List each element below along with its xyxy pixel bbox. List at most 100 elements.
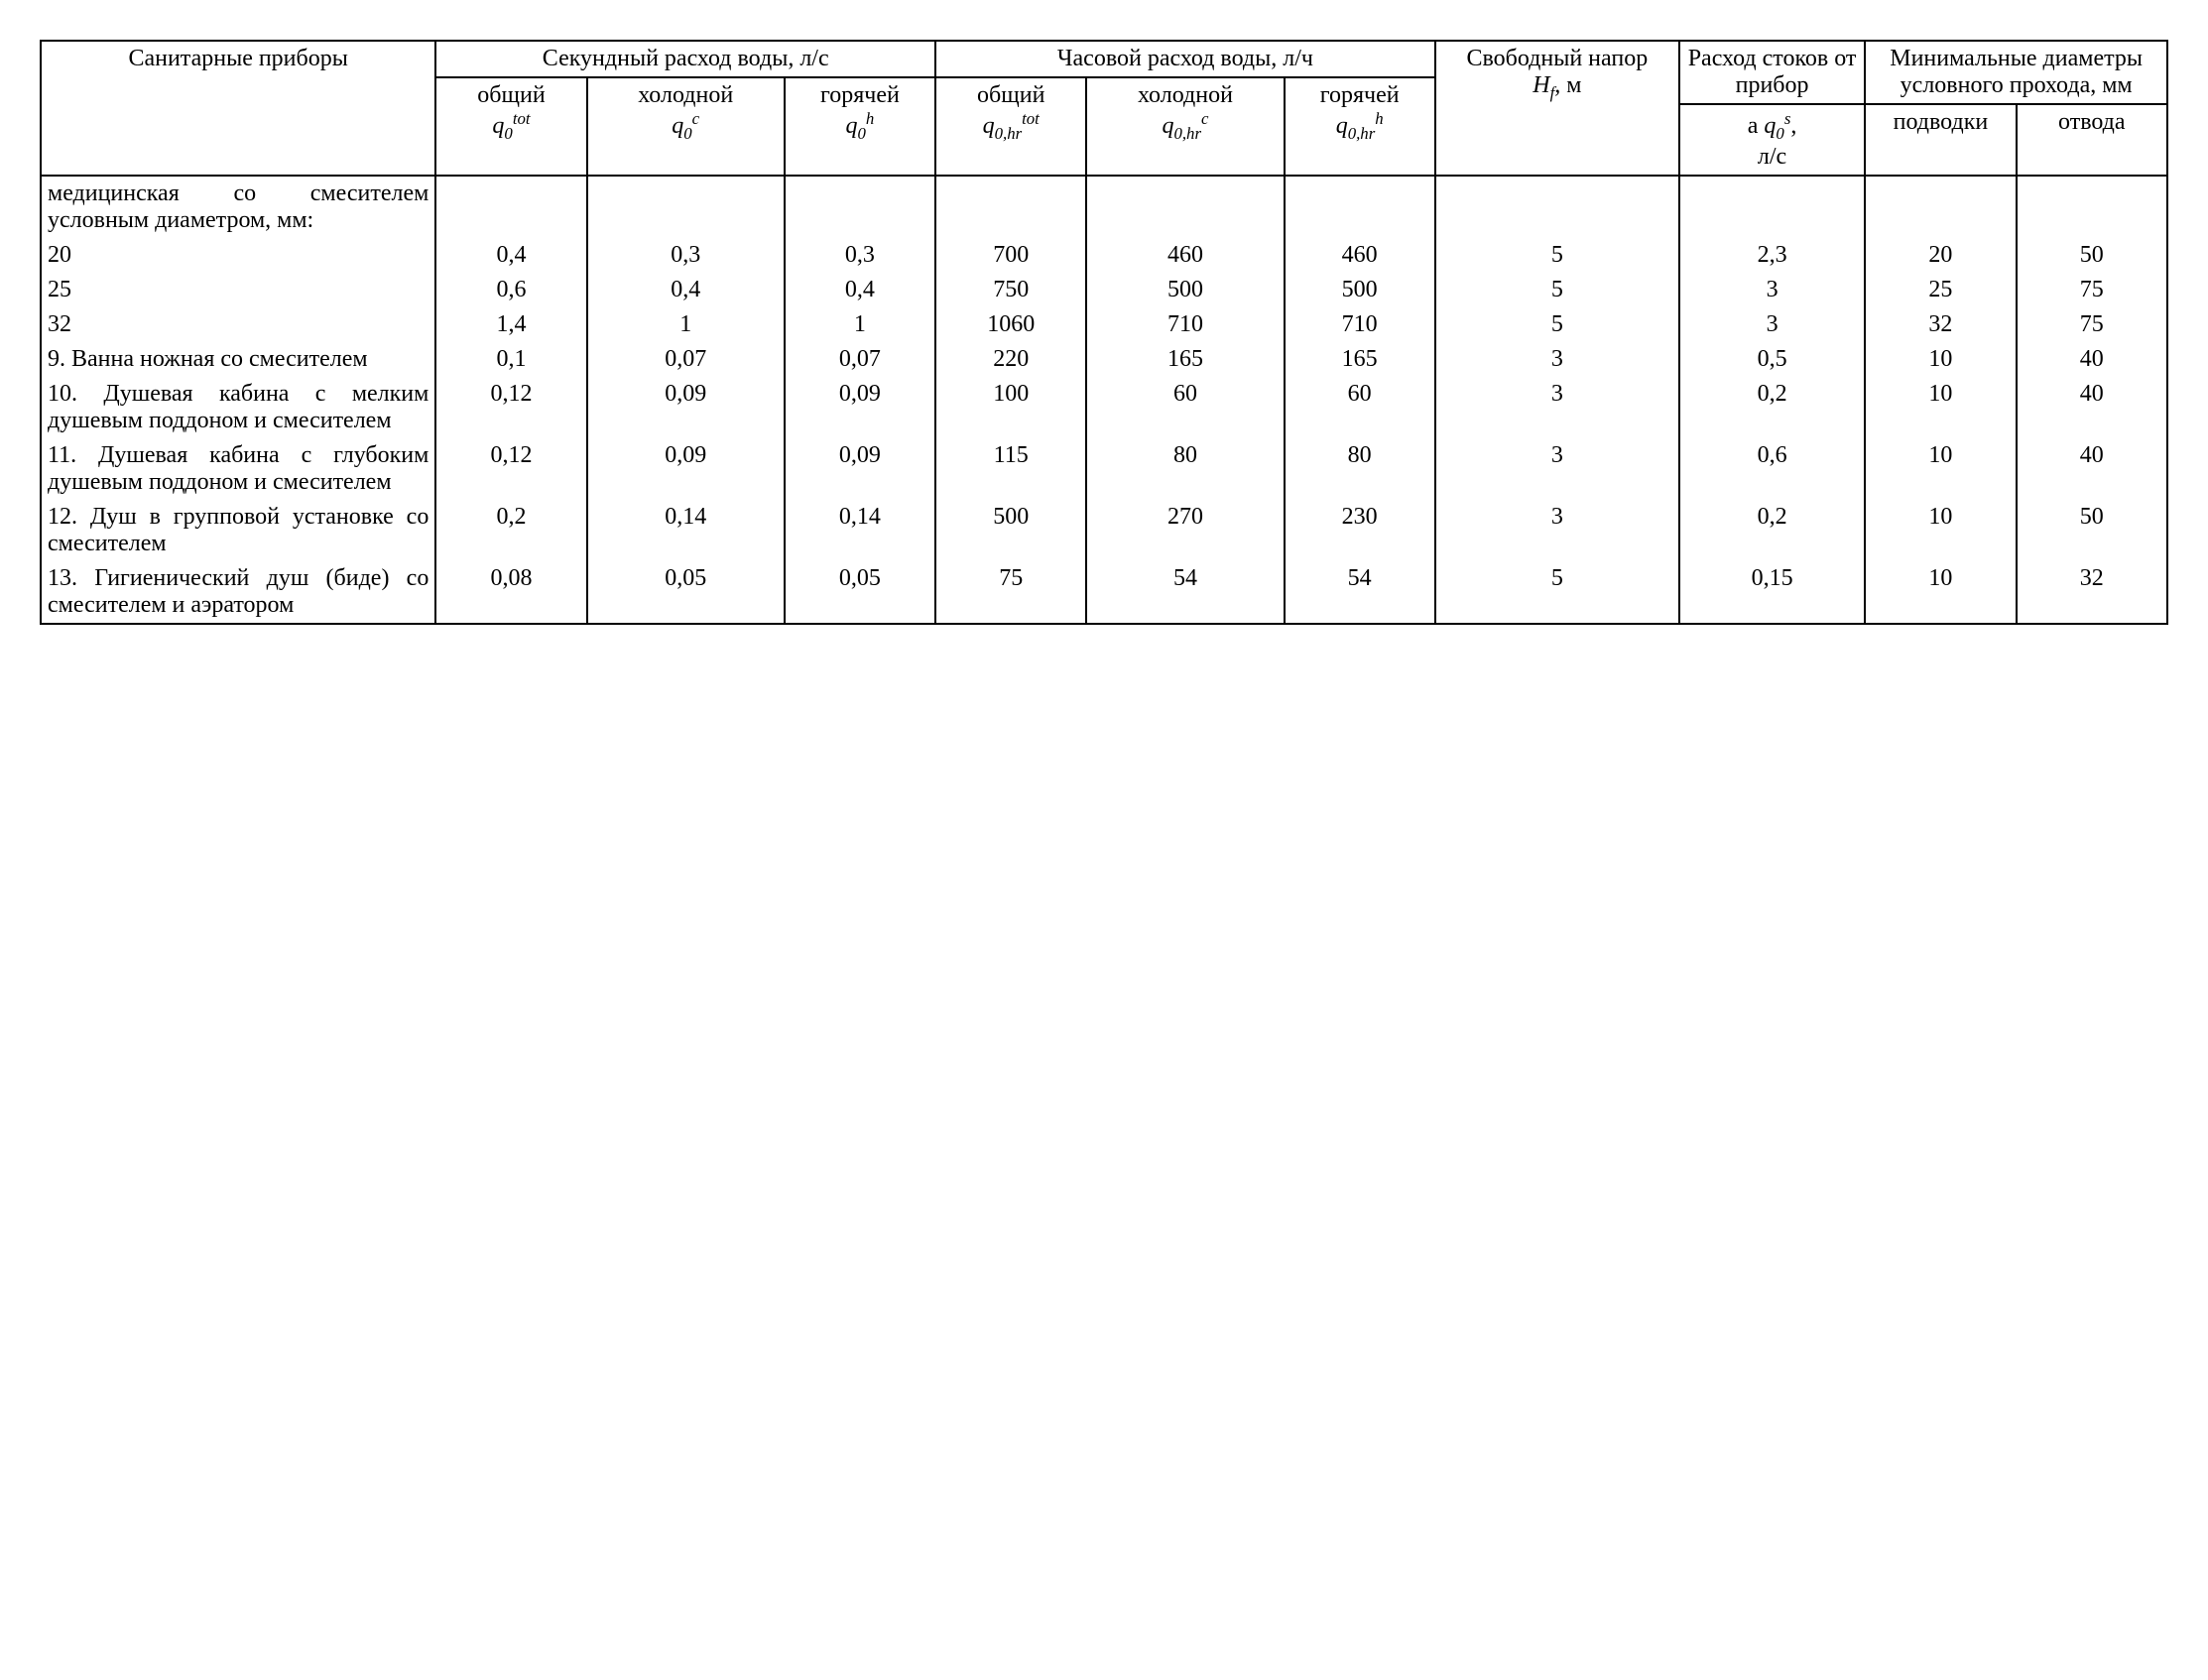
value-cell: 1060 <box>935 307 1086 342</box>
value-cell: 50 <box>2017 500 2167 561</box>
value-cell: 40 <box>2017 342 2167 377</box>
appliance-label: медицинская со смесителем условным диаме… <box>41 176 435 238</box>
hr-common-label: общий <box>977 82 1044 108</box>
value-cell: 0,15 <box>1679 561 1865 624</box>
value-cell: 115 <box>935 438 1086 500</box>
value-cell: 165 <box>1285 342 1435 377</box>
header-sec-flow: Секундный расход воды, л/с <box>435 41 935 77</box>
sec-common-label: общий <box>477 82 545 108</box>
value-cell: 0,07 <box>587 342 785 377</box>
value-cell: 0,6 <box>1679 438 1865 500</box>
value-cell: 0,6 <box>435 273 586 307</box>
value-cell: 5 <box>1435 273 1679 307</box>
value-cell: 270 <box>1086 500 1284 561</box>
value-cell <box>1865 176 2016 238</box>
value-cell: 0,4 <box>587 273 785 307</box>
header-waste-flow-upper: Расход стоков от прибор <box>1679 41 1865 104</box>
value-cell: 10 <box>1865 561 2016 624</box>
value-cell: 20 <box>1865 238 2016 273</box>
q0hr-h-symbol: q0,hrh <box>1336 113 1384 139</box>
value-cell: 40 <box>2017 438 2167 500</box>
header-supply: подводки <box>1865 104 2016 176</box>
value-cell: 710 <box>1285 307 1435 342</box>
value-cell: 0,08 <box>435 561 586 624</box>
value-cell: 5 <box>1435 561 1679 624</box>
free-head-symbol: Hf, <box>1533 72 1560 98</box>
q0-tot-symbol: q0tot <box>492 113 530 139</box>
appliance-label: 12. Душ в групповой установке со смесите… <box>41 500 435 561</box>
q0-h-symbol: q0h <box>846 113 875 139</box>
value-cell: 40 <box>2017 377 2167 438</box>
value-cell: 165 <box>1086 342 1284 377</box>
value-cell <box>785 176 935 238</box>
flow-rates-table: Санитарные приборы Секундный расход воды… <box>40 40 2168 625</box>
value-cell: 60 <box>1086 377 1284 438</box>
table-row: 13. Гигиенический душ (биде) со смесител… <box>41 561 2167 624</box>
appliance-label: 11. Душевая кабина с глубоким душевым по… <box>41 438 435 500</box>
value-cell: 3 <box>1435 438 1679 500</box>
appliance-label: 10. Душевая кабина с мелким душевым подд… <box>41 377 435 438</box>
appliance-label: 32 <box>41 307 435 342</box>
value-cell: 500 <box>935 500 1086 561</box>
value-cell: 0,2 <box>1679 500 1865 561</box>
value-cell: 32 <box>2017 561 2167 624</box>
value-cell: 2,3 <box>1679 238 1865 273</box>
q0-c-symbol: q0c <box>672 113 699 139</box>
value-cell: 500 <box>1086 273 1284 307</box>
value-cell: 0,4 <box>785 273 935 307</box>
table-row: 12. Душ в групповой установке со смесите… <box>41 500 2167 561</box>
waste-prefix: а <box>1748 113 1765 139</box>
value-cell: 75 <box>935 561 1086 624</box>
value-cell: 5 <box>1435 307 1679 342</box>
q0hr-tot-symbol: q0,hrtot <box>983 113 1040 139</box>
sec-hot-label: горячей <box>820 82 900 108</box>
waste-unit: л/с <box>1758 144 1786 170</box>
table-row: 250,60,40,4750500500532575 <box>41 273 2167 307</box>
header-waste-flow-lower: а q0s, л/с <box>1679 104 1865 176</box>
value-cell: 0,1 <box>435 342 586 377</box>
header-hr-cold: холодной q0,hrc <box>1086 77 1284 176</box>
value-cell: 0,09 <box>785 438 935 500</box>
header-hr-common: общий q0,hrtot <box>935 77 1086 176</box>
value-cell: 60 <box>1285 377 1435 438</box>
value-cell <box>2017 176 2167 238</box>
value-cell: 10 <box>1865 438 2016 500</box>
table-row: 10. Душевая кабина с мелким душевым подд… <box>41 377 2167 438</box>
header-sec-cold: холодной q0c <box>587 77 785 176</box>
sec-cold-label: холодной <box>638 82 733 108</box>
value-cell: 0,14 <box>587 500 785 561</box>
value-cell: 0,12 <box>435 438 586 500</box>
table-header: Санитарные приборы Секундный расход воды… <box>41 41 2167 176</box>
value-cell: 3 <box>1435 500 1679 561</box>
header-sec-common: общий q0tot <box>435 77 586 176</box>
value-cell: 0,09 <box>587 438 785 500</box>
table-row: 200,40,30,370046046052,32050 <box>41 238 2167 273</box>
value-cell: 0,2 <box>1679 377 1865 438</box>
appliance-label: 25 <box>41 273 435 307</box>
value-cell: 5 <box>1435 238 1679 273</box>
value-cell: 3 <box>1679 273 1865 307</box>
header-min-dia: Минимальные диаметры условного прохода, … <box>1865 41 2167 104</box>
value-cell: 50 <box>2017 238 2167 273</box>
value-cell: 3 <box>1435 377 1679 438</box>
value-cell <box>1086 176 1284 238</box>
value-cell: 0,4 <box>435 238 586 273</box>
value-cell: 700 <box>935 238 1086 273</box>
hr-hot-label: горячей <box>1320 82 1400 108</box>
header-hour-flow: Часовой расход воды, л/ч <box>935 41 1435 77</box>
hr-cold-label: холодной <box>1138 82 1233 108</box>
table-row: 321,4111060710710533275 <box>41 307 2167 342</box>
value-cell: 10 <box>1865 377 2016 438</box>
value-cell: 75 <box>2017 273 2167 307</box>
header-sanitary: Санитарные приборы <box>41 41 435 176</box>
appliance-label: 9. Ванна ножная со смесителем <box>41 342 435 377</box>
value-cell: 10 <box>1865 342 2016 377</box>
value-cell <box>1679 176 1865 238</box>
value-cell <box>435 176 586 238</box>
value-cell: 25 <box>1865 273 2016 307</box>
table-row: медицинская со смесителем условным диаме… <box>41 176 2167 238</box>
value-cell: 10 <box>1865 500 2016 561</box>
value-cell: 0,3 <box>587 238 785 273</box>
value-cell: 0,14 <box>785 500 935 561</box>
value-cell: 710 <box>1086 307 1284 342</box>
